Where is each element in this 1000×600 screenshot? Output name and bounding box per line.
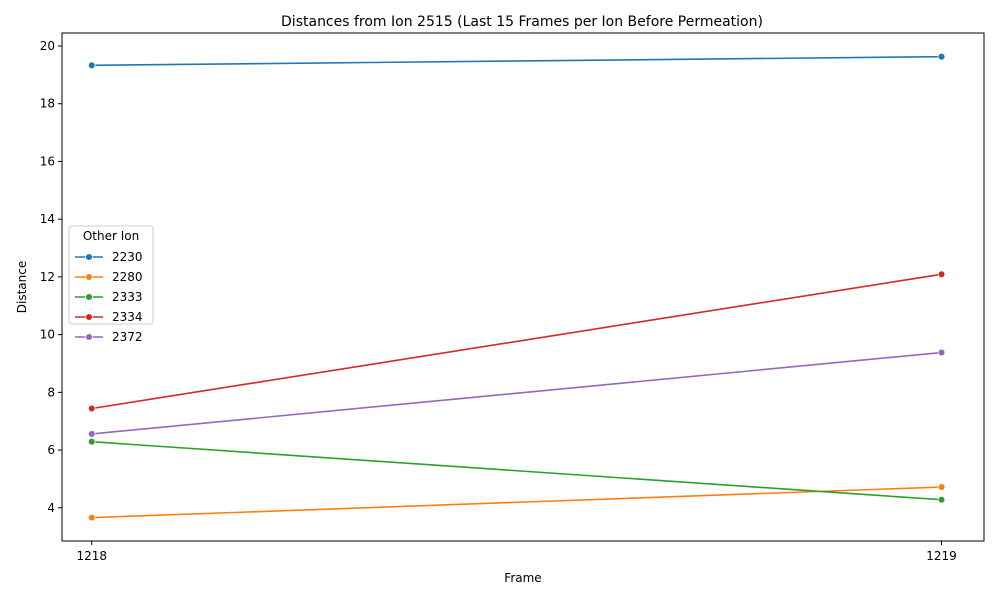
- data-point-2280: [937, 483, 946, 491]
- legend-marker: [85, 253, 93, 261]
- x-axis-label: Frame: [504, 571, 541, 585]
- legend-item-2333: 2333: [75, 290, 143, 304]
- legend-marker: [85, 333, 93, 341]
- data-point-2230: [87, 61, 96, 70]
- series-layer: [87, 52, 946, 522]
- plot-frame: [61, 32, 985, 542]
- series-line-2333: [91, 440, 942, 501]
- series-2230: [87, 52, 946, 70]
- series-line-2372: [91, 351, 942, 435]
- legend-marker: [85, 293, 93, 301]
- data-point-2372: [87, 430, 96, 438]
- x-tick-label: 1218: [76, 549, 107, 563]
- y-tick-label: 16: [40, 154, 55, 168]
- legend: Other Ion 2230 2280 2333 2334 2372: [68, 225, 154, 344]
- data-point-2334: [87, 404, 96, 413]
- legend-label: 2372: [112, 330, 143, 344]
- data-point-2280: [87, 513, 96, 522]
- y-tick-label: 20: [40, 39, 55, 53]
- y-tick-label: 10: [40, 328, 55, 342]
- series-line-2280: [91, 486, 942, 519]
- legend-item-2334: 2334: [75, 310, 143, 324]
- legend-label: 2280: [112, 270, 143, 284]
- y-tick-label: 18: [40, 97, 55, 111]
- legend-item-2230: 2230: [75, 250, 143, 264]
- series-2372: [87, 348, 946, 438]
- data-point-2333: [87, 437, 96, 446]
- chart-title: Distances from Ion 2515 (Last 15 Frames …: [281, 14, 763, 30]
- legend-label: 2334: [112, 310, 143, 324]
- y-tick-label: 8: [47, 385, 55, 399]
- data-point-2333: [937, 495, 946, 504]
- y-tick-label: 6: [47, 443, 55, 457]
- legend-label: 2230: [112, 250, 143, 264]
- legend-marker: [85, 313, 93, 321]
- series-2334: [87, 270, 946, 413]
- data-point-2230: [937, 52, 946, 61]
- x-axis: 1218 1219: [76, 541, 957, 563]
- data-point-2372: [937, 348, 946, 357]
- y-axis-label: Distance: [15, 261, 29, 313]
- data-point-2334: [937, 270, 946, 279]
- series-line-2230: [91, 55, 942, 67]
- y-tick-label: 4: [47, 501, 55, 515]
- y-axis: 4 6 8 10 12 14 16 18 20: [40, 39, 62, 515]
- x-tick-label: 1219: [926, 549, 957, 563]
- y-tick-label: 12: [40, 270, 55, 284]
- series-line-2334: [91, 273, 942, 410]
- legend-title: Other Ion: [83, 229, 139, 243]
- legend-items: 2230 2280 2333 2334 2372: [75, 250, 143, 344]
- legend-item-2372: 2372: [75, 330, 143, 344]
- legend-label: 2333: [112, 290, 143, 304]
- y-tick-label: 14: [40, 212, 55, 226]
- legend-item-2280: 2280: [75, 270, 143, 284]
- legend-marker: [85, 273, 93, 281]
- series-2333: [87, 437, 946, 504]
- series-2280: [87, 483, 946, 522]
